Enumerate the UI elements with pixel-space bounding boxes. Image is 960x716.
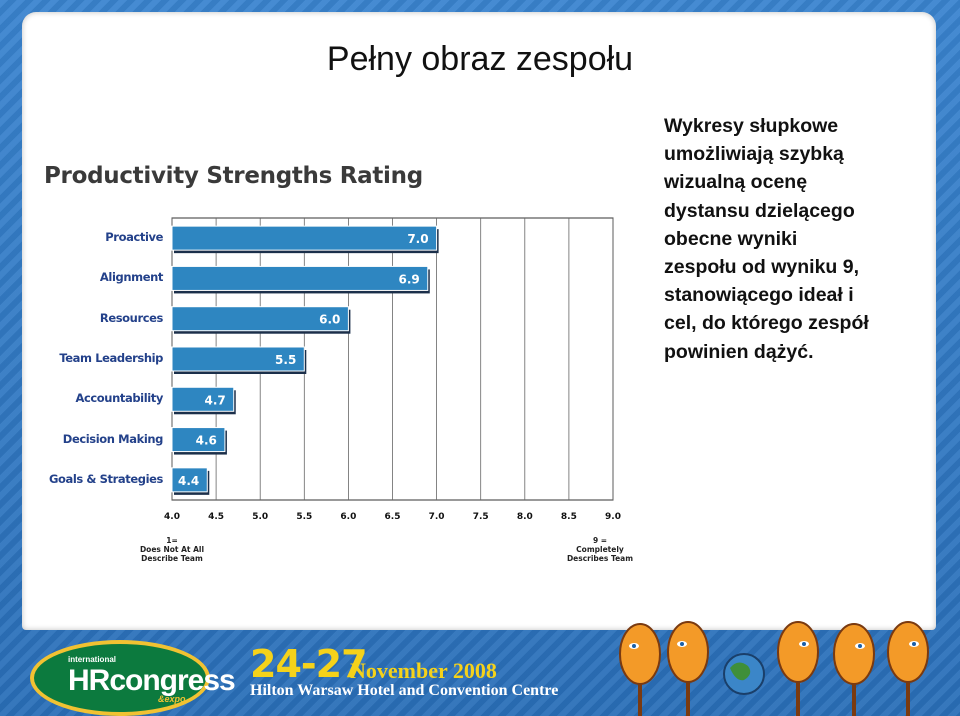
x-tick-label: 4.0 <box>164 512 180 522</box>
x-tick-label: 4.5 <box>208 512 225 522</box>
category-label: Alignment <box>99 270 163 285</box>
bar <box>171 306 349 332</box>
category-label: Decision Making <box>62 431 164 446</box>
category-label: Goals & Strategies <box>48 471 163 486</box>
bar <box>171 467 208 493</box>
side-description: Wykresy słupkowe umożliwiają szybką wizu… <box>664 115 869 363</box>
x-tick-label: 8.0 <box>516 512 533 522</box>
event-dates: 24-27 <box>250 642 368 686</box>
bar <box>171 225 438 251</box>
logo-main-text: HRcongress <box>68 664 236 697</box>
category-label: Resources <box>99 310 164 325</box>
chart-title: Productivity Strengths Rating <box>44 163 423 189</box>
x-tick-label: 8.5 <box>560 512 577 522</box>
event-month: November 2008 <box>350 658 497 683</box>
bar <box>171 346 305 372</box>
bar <box>171 265 429 291</box>
logo-expo-text: &expo <box>158 694 186 704</box>
x-tick-label: 6.0 <box>340 512 357 522</box>
bar-value-label: 6.0 <box>319 313 340 327</box>
bar-value-label: 7.0 <box>407 232 428 246</box>
x-tick-label: 6.5 <box>384 512 401 522</box>
bar-value-label: 4.7 <box>204 393 225 407</box>
slide-title: Pełny obraz zespołu <box>326 40 634 78</box>
anchor-low-label: 1= Does Not At All Describe Team <box>139 536 205 563</box>
x-tick-label: 9.0 <box>605 512 621 522</box>
hr-congress-logo <box>30 640 210 716</box>
bar <box>171 427 226 453</box>
bar-value-label: 6.9 <box>399 272 420 286</box>
bar-value-label: 4.6 <box>196 434 217 448</box>
category-label: Team Leadership <box>59 351 163 365</box>
event-venue: Hilton Warsaw Hotel and Convention Centr… <box>250 682 559 699</box>
x-tick-label: 7.5 <box>472 512 489 522</box>
logo-small-text: international <box>68 655 117 664</box>
category-label: Accountability <box>75 391 163 406</box>
bar <box>171 386 235 412</box>
category-label: Proactive <box>105 230 163 245</box>
faces-illustration-icon <box>619 621 929 716</box>
x-tick-label: 5.0 <box>252 512 269 522</box>
x-tick-label: 5.5 <box>296 512 313 522</box>
bar-value-label: 4.4 <box>178 474 199 488</box>
anchor-high-label: 9 = Completely Describes Team <box>566 536 634 563</box>
bar-value-label: 5.5 <box>275 353 296 367</box>
x-tick-label: 7.0 <box>428 512 445 522</box>
